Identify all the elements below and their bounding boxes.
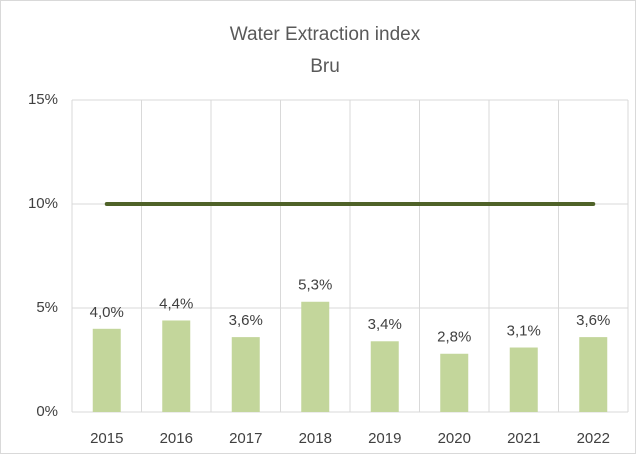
y-tick-label: 5% bbox=[36, 299, 58, 316]
y-tick-label: 10% bbox=[28, 195, 58, 212]
bar bbox=[162, 320, 191, 412]
bar bbox=[440, 353, 469, 412]
y-tick-label: 0% bbox=[36, 403, 58, 420]
bar bbox=[231, 337, 260, 412]
bar bbox=[579, 337, 608, 412]
data-label: 3,6% bbox=[229, 312, 263, 329]
bar bbox=[509, 347, 538, 412]
data-label: 2,8% bbox=[437, 329, 471, 346]
bar bbox=[370, 341, 399, 412]
data-label: 4,0% bbox=[90, 304, 124, 321]
data-label: 3,6% bbox=[576, 312, 610, 329]
x-tick-label: 2019 bbox=[368, 430, 401, 447]
x-tick-label: 2017 bbox=[229, 430, 262, 447]
x-tick-label: 2018 bbox=[299, 430, 332, 447]
x-tick-label: 2016 bbox=[160, 430, 193, 447]
data-label: 3,1% bbox=[507, 322, 541, 339]
x-tick-label: 2020 bbox=[438, 430, 471, 447]
x-tick-label: 2022 bbox=[577, 430, 610, 447]
data-label: 5,3% bbox=[298, 277, 332, 294]
chart-subtitle: Bru bbox=[310, 56, 340, 77]
x-tick-label: 2015 bbox=[90, 430, 123, 447]
data-label: 4,4% bbox=[159, 295, 193, 312]
bar bbox=[92, 328, 121, 412]
chart-title: Water Extraction index bbox=[230, 24, 421, 45]
x-tick-label: 2021 bbox=[507, 430, 540, 447]
y-tick-label: 15% bbox=[28, 91, 58, 108]
bar bbox=[301, 301, 330, 412]
data-label: 3,4% bbox=[368, 316, 402, 333]
